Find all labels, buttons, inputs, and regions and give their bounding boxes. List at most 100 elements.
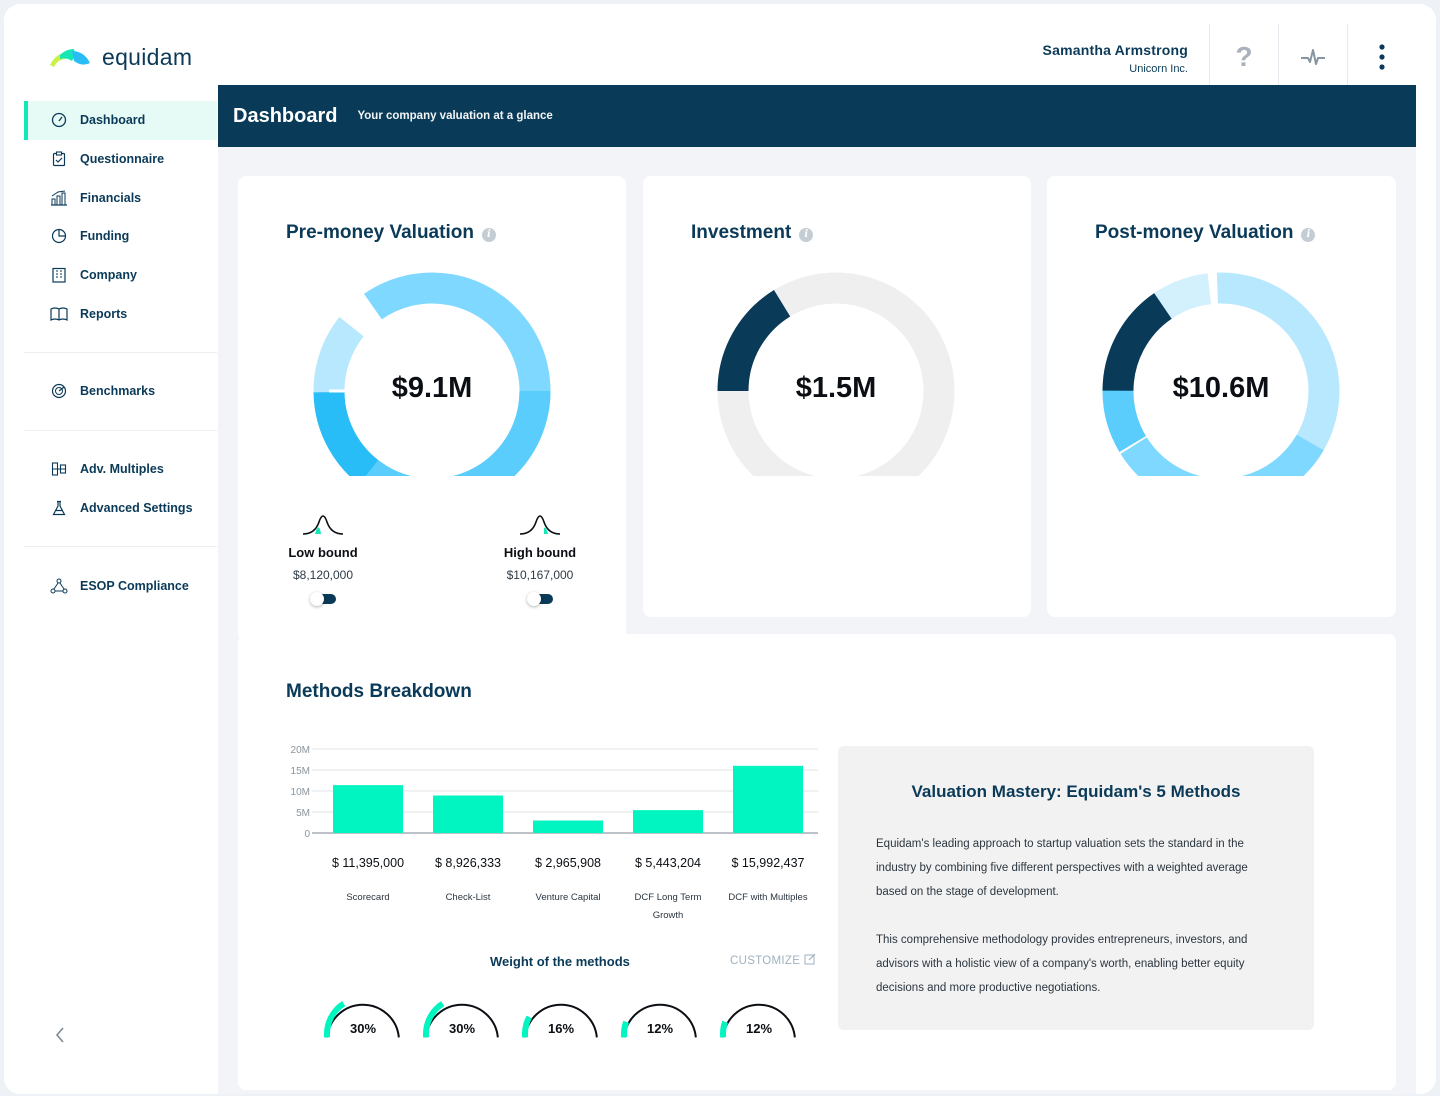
sidebar-item-funding[interactable]: Funding (24, 217, 217, 256)
dashboard-icon (50, 111, 68, 129)
sidebar-item-label: Dashboard (80, 113, 146, 128)
bar-chart-icon (50, 189, 68, 207)
sidebar-divider (24, 429, 217, 431)
category-label: Check-List (446, 892, 491, 903)
low-bound-toggle[interactable] (310, 592, 336, 606)
sidebar-item-dashboard[interactable]: Dashboard (24, 101, 217, 140)
sidebar-item-advanced-settings[interactable]: Advanced Settings (24, 489, 217, 528)
book-icon (50, 305, 68, 323)
mastery-paragraph-2: This comprehensive methodology provides … (876, 934, 1248, 994)
multiples-icon (50, 460, 68, 478)
high-bound-value: $10,167,000 (506, 568, 574, 582)
info-icon[interactable]: i (799, 228, 814, 242)
gauge-label: 30% (350, 1021, 376, 1036)
sidebar-item-label: Company (80, 268, 137, 283)
page-subtitle: Your company valuation at a glance (357, 110, 553, 122)
logo-text: equidam (102, 44, 193, 70)
network-icon (50, 577, 68, 595)
gauge-fill (324, 1001, 346, 1038)
gauge-fill (522, 1015, 532, 1038)
bar-value-label: $ 2,965,908 (535, 856, 601, 870)
category-label: DCF with Multiples (728, 892, 807, 903)
high-bound-toggle[interactable] (527, 592, 553, 606)
bar-value-label: $ 15,992,437 (732, 856, 805, 870)
customize-button[interactable]: CUSTOMIZE (730, 953, 816, 967)
info-icon[interactable]: i (481, 228, 496, 242)
category-label: Scorecard (346, 892, 389, 903)
methods-bar-chart: 0 5M 10M 15M 20M $ 11,395,000 Scorecard $ 8,926… (291, 745, 818, 921)
app-window: equidam Samantha Armstrong Unicorn Inc. … (4, 4, 1436, 1094)
main-content: Pre-money Valuation i $9.1M Low bound $8… (218, 147, 1416, 1094)
page-title: Dashboard (233, 104, 338, 127)
help-icon[interactable]: ? (1209, 24, 1278, 90)
logo[interactable]: equidam (48, 44, 192, 71)
donut-segment (1102, 272, 1340, 476)
mastery-paragraph-1: Equidam's leading approach to startup va… (876, 838, 1248, 898)
sidebar-item-label: Reports (80, 306, 128, 321)
sidebar-item-label: ESOP Compliance (80, 578, 189, 593)
donut-segment (313, 272, 551, 476)
page-header: Dashboard Your company valuation at a gl… (218, 85, 1416, 147)
bar-value-label: $ 8,926,333 (435, 856, 501, 870)
info-icon[interactable]: i (1301, 228, 1316, 242)
activity-icon[interactable] (1278, 24, 1347, 90)
sidebar-item-company[interactable]: Company (24, 256, 217, 295)
mastery-title: Valuation Mastery: Equidam's 5 Methods (911, 782, 1241, 801)
gauge-fill (423, 1001, 445, 1038)
card-title: Post-money Valuation i (1095, 222, 1316, 244)
clipboard-icon (50, 150, 68, 168)
donut-segment (1102, 272, 1340, 476)
low-bound-label: Low bound (288, 545, 358, 560)
user-name: Samantha Armstrong (1042, 42, 1188, 58)
sidebar-item-benchmarks[interactable]: Benchmarks (24, 372, 217, 411)
more-vertical-icon[interactable] (1347, 24, 1416, 90)
category-label: Growth (653, 910, 684, 921)
pre-money-card: Pre-money Valuation i $9.1M Low bound $8… (238, 176, 626, 641)
card-title: Investment i (691, 222, 814, 244)
top-toolbar: ? (1209, 24, 1416, 90)
sidebar-item-label: Questionnaire (80, 152, 165, 167)
donut-segment (717, 272, 955, 476)
sidebar-item-label: Adv. Multiples (80, 462, 164, 477)
bar (633, 810, 703, 833)
methods-card: Methods Breakdown 0 5M 10M 15M 20M $ 11,395,0… (238, 634, 1396, 1090)
gauge-label: 16% (548, 1021, 574, 1036)
category-label: Venture Capital (536, 892, 601, 903)
high-bound: High bound $10,167,000 (485, 512, 595, 606)
sidebar-item-esop-compliance[interactable]: ESOP Compliance (24, 566, 217, 605)
post-money-value: $10.6M (1172, 372, 1270, 404)
sidebar-divider (24, 352, 217, 354)
sidebar-item-label: Benchmarks (80, 384, 156, 399)
pre-money-value: $9.1M (391, 372, 473, 404)
chevron-left-icon[interactable] (54, 1026, 66, 1050)
bar-value-label: $ 11,395,000 (332, 856, 404, 870)
sidebar-item-label: Funding (80, 229, 130, 244)
high-bound-label: High bound (503, 545, 577, 560)
sidebar-item-adv-multiples[interactable]: Adv. Multiples (24, 450, 217, 489)
bar (333, 785, 403, 833)
bar (533, 820, 603, 833)
sidebar-item-financials[interactable]: Financials (24, 178, 217, 217)
radar-icon (50, 382, 68, 400)
y-tick-label: 0 (304, 829, 310, 840)
building-icon (50, 266, 68, 284)
edit-icon (804, 953, 816, 965)
post-money-title: Post-money Valuation (1095, 222, 1294, 243)
user-company: Unicorn Inc. (1129, 63, 1188, 75)
sidebar-item-questionnaire[interactable]: Questionnaire (24, 140, 217, 179)
y-tick-label: 5M (296, 808, 310, 819)
gauge-fill (720, 1020, 728, 1038)
methods-info-panel: Valuation Mastery: Equidam's 5 Methods E… (838, 746, 1314, 1030)
bell-curve-icon (302, 515, 344, 535)
investment-donut (717, 272, 955, 476)
user-info[interactable]: Samantha Armstrong Unicorn Inc. (1043, 42, 1188, 75)
y-tick-label: 20M (291, 745, 310, 756)
sidebar-item-reports[interactable]: Reports (24, 294, 217, 333)
card-title: Pre-money Valuation i (286, 222, 496, 244)
bell-curve-icon (519, 515, 561, 535)
post-money-donut (1102, 272, 1340, 476)
gauge-label: 12% (647, 1021, 673, 1036)
gauge-fill (621, 1020, 629, 1038)
low-bound: Low bound $8,120,000 (268, 512, 378, 606)
methods-title: Methods Breakdown (286, 681, 472, 702)
